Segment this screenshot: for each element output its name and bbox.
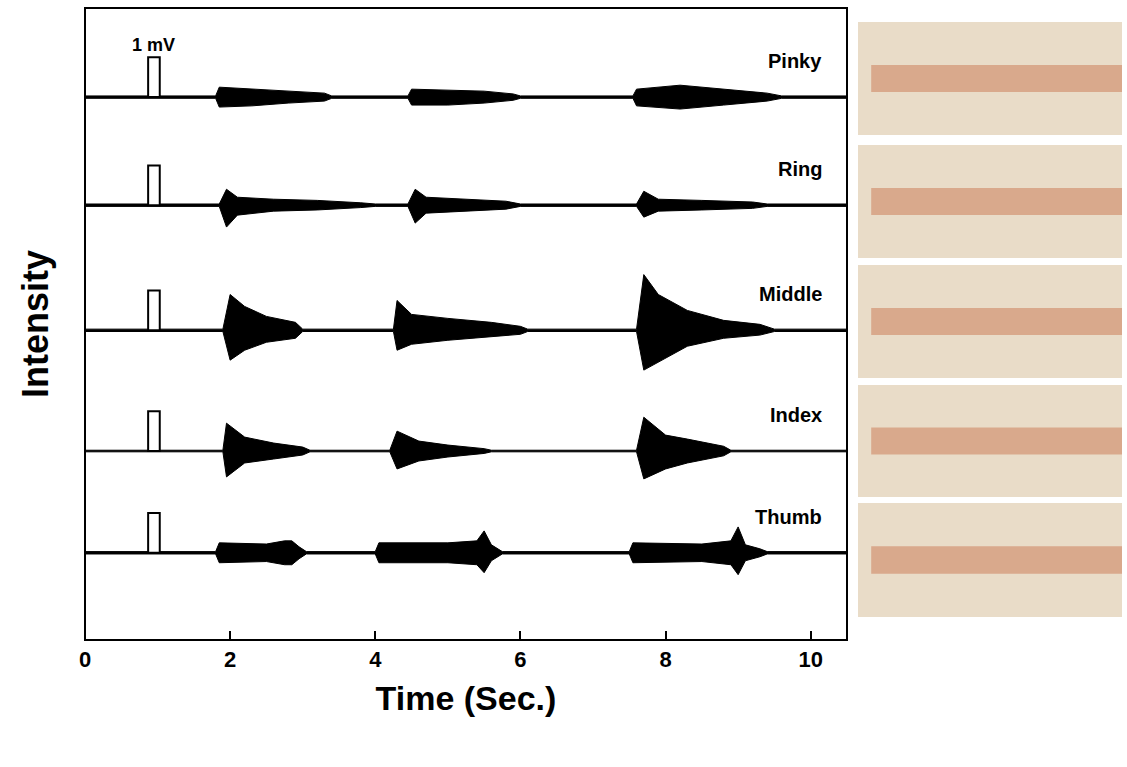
svg-text:Intensity: Intensity	[15, 250, 56, 398]
svg-text:8: 8	[659, 647, 671, 672]
svg-text:2: 2	[224, 647, 236, 672]
svg-text:Time (Sec.): Time (Sec.)	[376, 679, 557, 717]
svg-text:Index: Index	[770, 404, 822, 426]
svg-text:4: 4	[369, 647, 382, 672]
svg-text:Middle: Middle	[759, 283, 822, 305]
svg-text:Pinky: Pinky	[768, 50, 822, 72]
svg-text:Thumb: Thumb	[755, 506, 822, 528]
svg-text:1 mV: 1 mV	[132, 35, 175, 55]
svg-text:10: 10	[798, 647, 822, 672]
svg-text:Ring: Ring	[778, 158, 822, 180]
svg-text:0: 0	[79, 647, 91, 672]
svg-text:6: 6	[514, 647, 526, 672]
